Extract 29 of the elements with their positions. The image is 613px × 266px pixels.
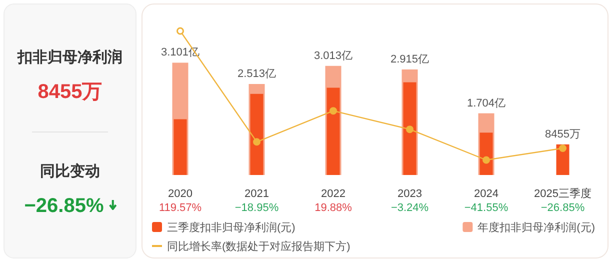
text: 同比变动 [40,162,100,180]
x-tick-label: 2024 [474,188,498,200]
data-label: −18.95% [234,202,279,214]
bar [480,132,493,175]
annotation: 8455万 [545,128,580,140]
x-tick-label: 2020 [168,188,192,200]
x-tick-label: 2022 [321,188,346,200]
text: 扣非归母净利润 [16,48,122,66]
text: −26.85% [24,195,104,217]
data-label: −3.24% [390,202,429,214]
bar [326,88,340,175]
data-label: 19.88% [314,202,352,214]
data-label: 2.915亿 [390,53,430,66]
text: 8455万 [38,81,102,103]
data-label: −41.55% [464,202,508,214]
x-tick-label: 2025三季度 [534,187,592,200]
legend-label: 年度扣非归母净利润(元) [478,221,595,234]
data-label: 2.513亿 [237,68,276,80]
data-label: 3.013亿 [314,50,353,62]
x-tick-label: 2021 [244,188,269,200]
data-label: 119.57% [158,202,202,214]
bar [250,94,264,175]
legend-label: 同比增长率(数据处于对应报告期下方) [167,240,350,253]
bar [403,82,416,175]
data-label: 1.704亿 [466,97,506,110]
x-tick-label: 2023 [398,188,422,200]
legend-label: 三季度扣非归母净利润(元) [167,221,296,234]
data-label: −26.85% [540,202,585,214]
bar [174,119,187,175]
